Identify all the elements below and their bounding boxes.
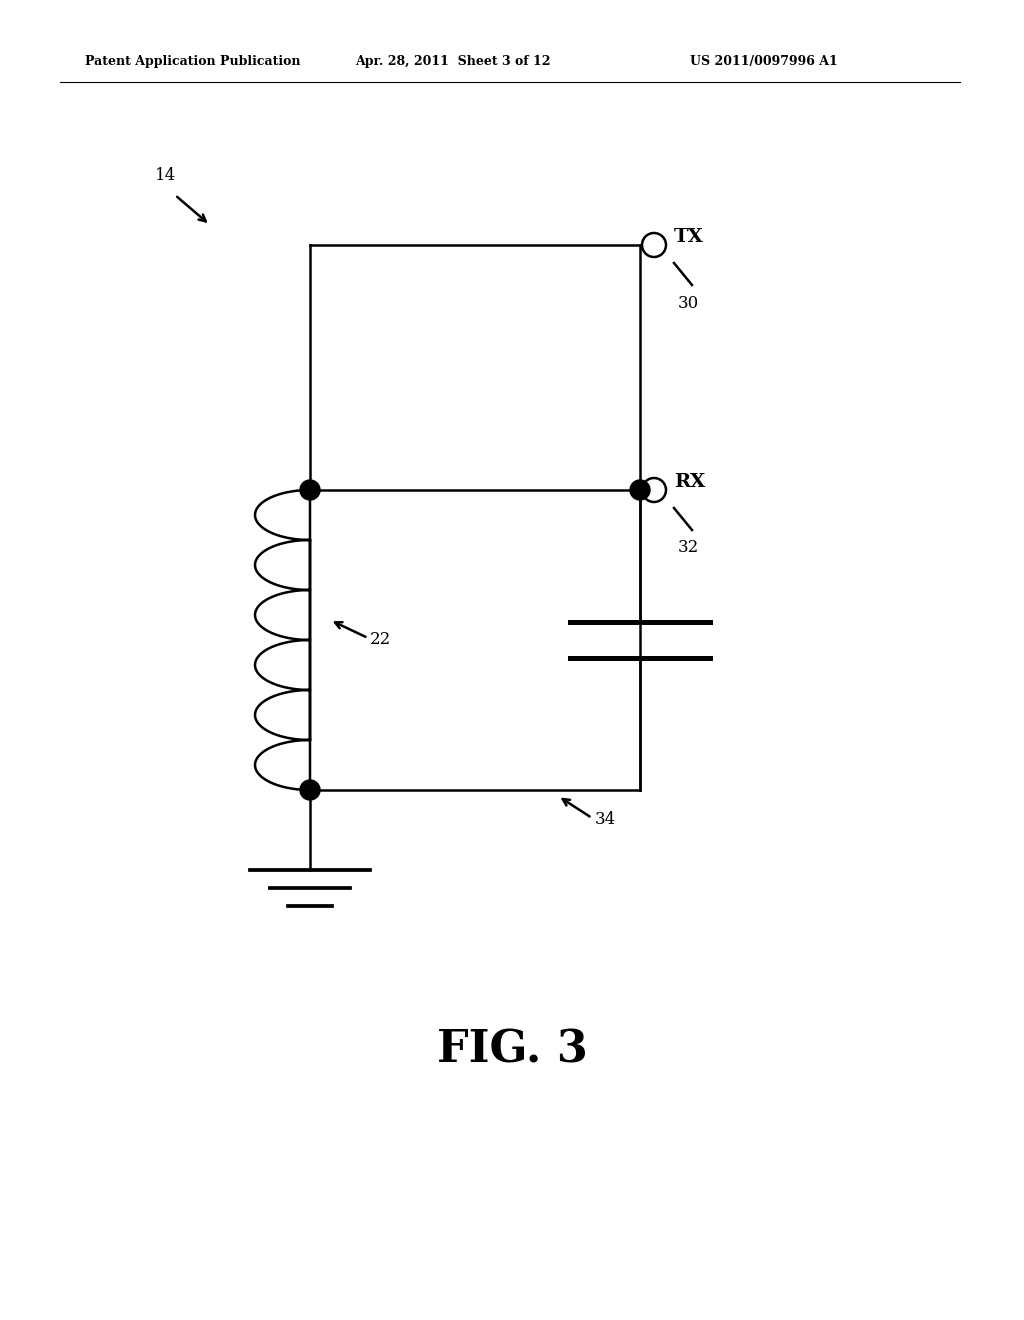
Text: 34: 34	[595, 812, 616, 829]
Circle shape	[630, 480, 650, 500]
Text: Patent Application Publication: Patent Application Publication	[85, 55, 300, 69]
Text: 32: 32	[678, 540, 699, 557]
Text: 14: 14	[155, 166, 176, 183]
Text: US 2011/0097996 A1: US 2011/0097996 A1	[690, 55, 838, 69]
Text: FIG. 3: FIG. 3	[436, 1028, 588, 1072]
Text: 22: 22	[370, 631, 391, 648]
Circle shape	[300, 480, 319, 500]
Circle shape	[300, 780, 319, 800]
Text: TX: TX	[674, 228, 703, 246]
Text: Apr. 28, 2011  Sheet 3 of 12: Apr. 28, 2011 Sheet 3 of 12	[355, 55, 551, 69]
Text: 30: 30	[678, 294, 699, 312]
Text: RX: RX	[674, 473, 706, 491]
